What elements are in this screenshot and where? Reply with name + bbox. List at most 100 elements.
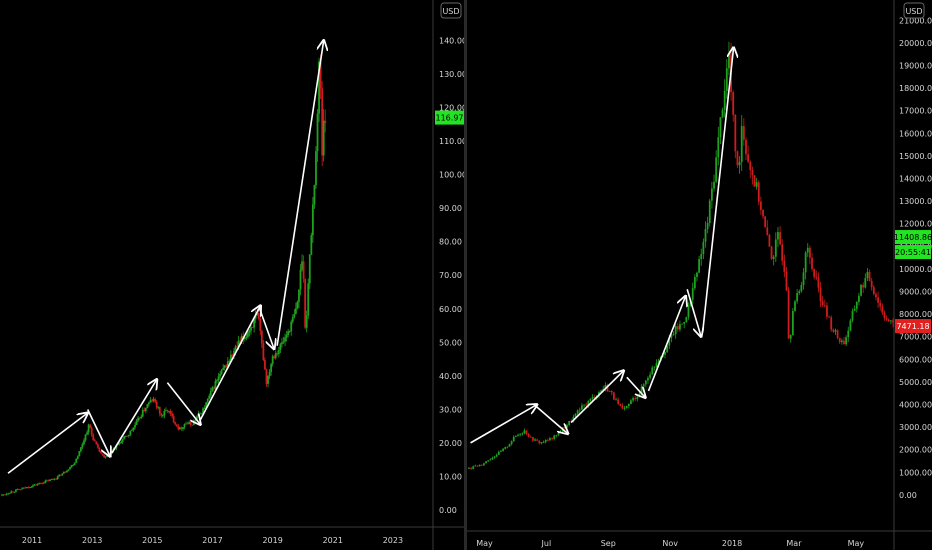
price-tick-label: 6000.00	[899, 355, 932, 364]
candle	[828, 315, 830, 318]
candle	[514, 435, 517, 438]
price-tick-label: 21000.00	[899, 16, 932, 25]
candle	[45, 479, 48, 482]
candle	[76, 455, 79, 460]
candle	[64, 471, 67, 473]
candle	[664, 351, 666, 359]
candle	[736, 150, 739, 168]
candle	[165, 407, 167, 412]
candle	[90, 426, 93, 437]
candle	[92, 433, 95, 441]
candle	[25, 487, 28, 489]
candle	[764, 215, 767, 228]
candle	[472, 465, 475, 470]
candle	[321, 81, 324, 167]
left-plot-area[interactable]	[1, 54, 327, 497]
left-currency-label[interactable]: USD	[440, 2, 462, 19]
price-tick-label: 90.00	[439, 204, 462, 213]
candle	[485, 461, 487, 464]
candle	[152, 396, 155, 403]
candle	[713, 174, 715, 192]
candle	[717, 126, 720, 166]
candle	[189, 419, 192, 427]
price-tick-label: 20000.00	[899, 39, 932, 48]
candle	[106, 452, 109, 458]
candle	[830, 315, 833, 333]
candle	[734, 114, 737, 159]
candle	[838, 337, 841, 345]
candle	[134, 422, 136, 430]
candle	[52, 477, 54, 481]
candle	[131, 428, 133, 431]
candle	[470, 466, 473, 470]
left-price-axis[interactable]: 0.00 10.00 20.00 30.00 40.00 50.00 60.00 70.00 8…	[439, 36, 467, 515]
candle	[265, 368, 268, 387]
candle	[81, 442, 84, 450]
candle	[779, 226, 781, 246]
candle	[38, 482, 41, 485]
candle	[155, 399, 158, 410]
candle	[281, 337, 283, 348]
candle	[872, 285, 875, 296]
candle	[502, 447, 504, 452]
candle	[285, 331, 288, 342]
candle	[879, 299, 882, 311]
candle	[299, 264, 302, 296]
candle	[316, 109, 319, 162]
candle	[143, 407, 146, 412]
candle	[47, 479, 50, 482]
right-plot-area[interactable]	[468, 41, 894, 470]
last-price-text: 7471.18	[896, 322, 929, 331]
price-tick-label: 14000.00	[899, 175, 932, 184]
candle	[313, 184, 316, 209]
time-tick-label: Mar	[786, 539, 802, 548]
candle	[175, 424, 178, 427]
right-chart-panel[interactable]: 0.00 1000.00 2000.00 3000.00 4000.00 5000.00 6…	[467, 0, 932, 550]
candle	[146, 403, 149, 409]
candle	[21, 487, 24, 490]
right-currency-label[interactable]: USD	[903, 2, 925, 19]
trend-arrow	[199, 305, 260, 420]
panel-separator[interactable]	[464, 0, 467, 550]
candle	[271, 354, 274, 367]
candle	[160, 413, 163, 418]
left-time-axis[interactable]: 2011 2013 2015 2017 2019 2021 2023	[22, 536, 403, 545]
candle	[483, 462, 485, 466]
candle	[674, 323, 677, 339]
candle	[698, 255, 701, 274]
candle	[759, 196, 762, 215]
candle	[174, 421, 177, 426]
candle	[811, 253, 813, 272]
price-tick-label: 1000.00	[899, 468, 932, 477]
candle	[491, 456, 494, 460]
top-price-badge-bg	[895, 230, 931, 245]
candle	[653, 366, 656, 371]
time-tick-label: 2021	[323, 536, 343, 545]
candle	[270, 362, 273, 376]
candle	[619, 403, 622, 407]
candle	[627, 403, 630, 409]
candle	[740, 115, 743, 171]
candle	[53, 478, 56, 481]
left-chart-panel[interactable]: 0.00 10.00 20.00 30.00 40.00 50.00 60.00 70.00 8…	[0, 0, 467, 550]
candle	[225, 363, 228, 369]
candle	[804, 250, 807, 280]
candle	[211, 386, 214, 392]
candle	[36, 483, 39, 486]
candle	[862, 282, 865, 294]
candle	[809, 245, 811, 265]
candle	[870, 277, 873, 291]
candle	[188, 420, 191, 425]
right-time-axis[interactable]: May Jul Sep Nov 2018 Mar May	[476, 539, 864, 548]
candle	[84, 434, 87, 442]
candle	[315, 146, 317, 189]
candle	[217, 373, 220, 384]
candle	[18, 488, 20, 491]
candle	[789, 334, 792, 343]
candle	[644, 380, 647, 388]
trend-arrow	[166, 382, 200, 425]
price-tick-label: 17000.00	[899, 107, 932, 116]
candle	[559, 429, 562, 434]
candle	[806, 243, 809, 257]
candle	[521, 432, 524, 436]
